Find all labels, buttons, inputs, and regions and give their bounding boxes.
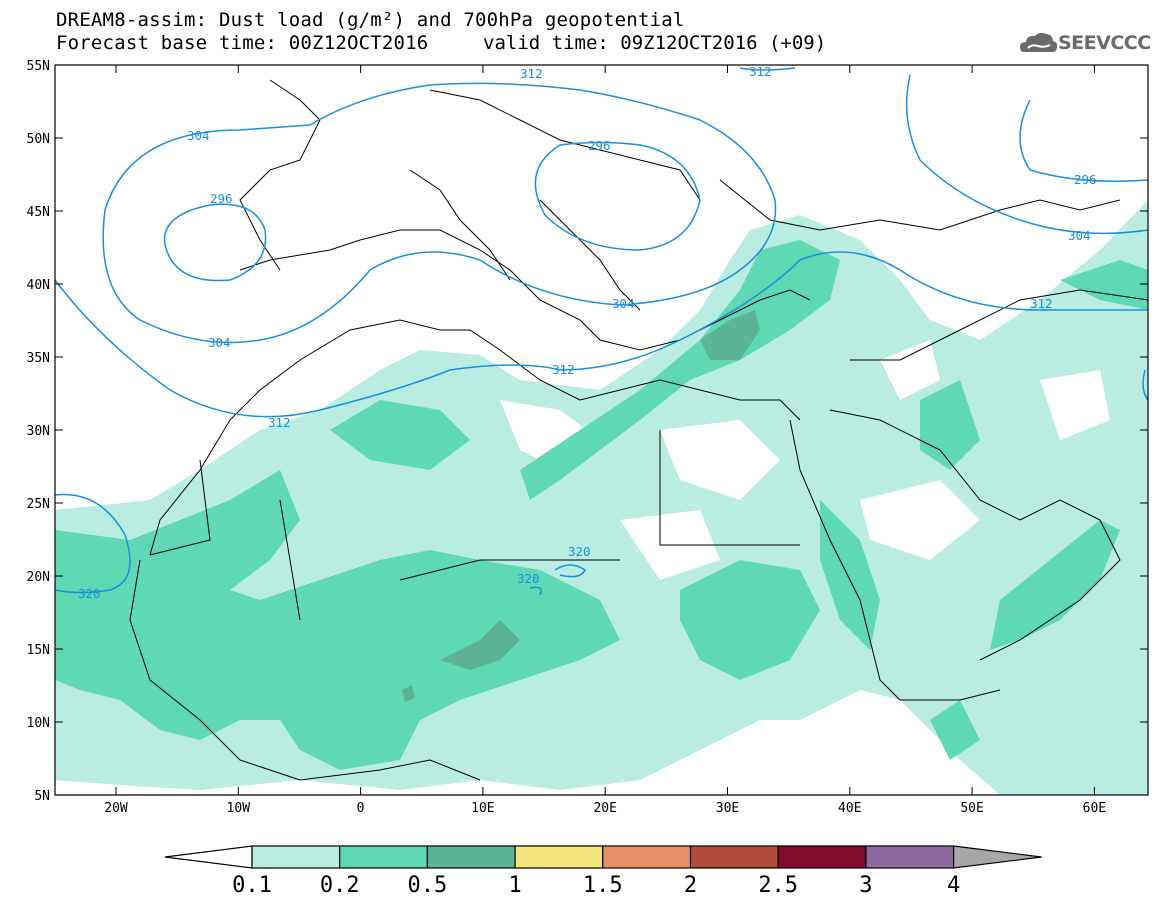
colorbar-level-label: 3 <box>859 873 872 898</box>
dust-field <box>55 67 1148 795</box>
colorbar-level-label: 4 <box>947 873 960 898</box>
longitude-label: 40E <box>838 801 861 816</box>
colorbar-segment <box>426 845 516 869</box>
contour-label: 304 <box>187 128 210 143</box>
longitude-label: 20W <box>104 801 128 816</box>
latitude-label: 40N <box>27 278 50 293</box>
dust-region-high <box>440 620 520 670</box>
latitude-label: 5N <box>34 789 50 804</box>
contour-label: 320 <box>78 586 101 601</box>
latitude-label: 45N <box>27 205 50 220</box>
contour-label: 312 <box>520 66 543 81</box>
colorbar-level-label: 0.2 <box>320 873 360 898</box>
longitude-label: 50E <box>960 801 983 816</box>
colorbar: 0.1 0.2 0.5 1 1.5 2 2.5 3 4 <box>164 845 1042 898</box>
latitude-label: 30N <box>27 424 50 439</box>
longitude-label: 60E <box>1083 801 1106 816</box>
colorbar-level-label: 2 <box>684 873 697 898</box>
colorbar-level-label: 2.5 <box>758 873 798 898</box>
contour-label: 304 <box>208 335 231 350</box>
contour-label: 296 <box>588 138 611 153</box>
colorbar-level-label: 0.5 <box>408 873 448 898</box>
latitude-label: 20N <box>27 570 50 585</box>
contour-label: 320 <box>568 544 591 559</box>
latitude-label: 25N <box>27 497 50 512</box>
map-title: DREAM8-assim: Dust load (g/m²) and 700hP… <box>56 9 685 31</box>
colorbar-segment <box>865 845 955 869</box>
contour-labels: 304 312 296 304 296 304 312 304 312 296 … <box>78 64 1097 601</box>
colorbar-level-label: 0.1 <box>232 873 272 898</box>
colorbar-level-label: 1 <box>508 873 521 898</box>
longitude-label: 10W <box>227 801 251 816</box>
latitude-label: 55N <box>27 59 50 74</box>
forecast-base-time: Forecast base time: 00Z12OCT2016 <box>56 32 429 54</box>
contour-label: 304 <box>612 296 635 311</box>
dust-region-mid <box>55 470 620 770</box>
colorbar-under-arrow <box>164 845 253 869</box>
contour-label: 312 <box>749 64 772 79</box>
contour-label: 320 <box>517 571 540 586</box>
longitude-label: 0 <box>357 801 365 816</box>
colorbar-segment <box>689 845 779 869</box>
colorbar-segment <box>251 845 341 869</box>
logo-text: SEEVCCC <box>1058 32 1151 54</box>
geopotential-contours <box>55 67 1148 596</box>
latitude-label: 50N <box>27 132 50 147</box>
colorbar-segment <box>514 845 604 869</box>
longitude-label: 30E <box>716 801 739 816</box>
colorbar-level-label: 1.5 <box>583 873 623 898</box>
contour-label: 304 <box>1068 228 1091 243</box>
cloud-icon <box>1020 32 1058 52</box>
latitude-label: 10N <box>27 716 50 731</box>
coastlines <box>129 79 1148 781</box>
longitude-label: 20E <box>593 801 616 816</box>
colorbar-segment <box>602 845 692 869</box>
colorbar-segment <box>777 845 867 869</box>
longitude-label: 10E <box>471 801 494 816</box>
latitude-axis: 55N 50N 45N 40N 35N 30N 25N 20N 15N 10N 5N <box>27 59 1148 804</box>
contour-label: 312 <box>552 362 575 377</box>
contour-label: 312 <box>1030 296 1053 311</box>
colorbar-over-arrow <box>952 845 1042 869</box>
latitude-label: 35N <box>27 351 50 366</box>
contour-label: 312 <box>268 415 291 430</box>
longitude-axis: 20W 10W 0 10E 20E 30E 40E 50E 60E <box>104 65 1106 816</box>
contour-label: 296 <box>1074 172 1097 187</box>
valid-time: valid time: 09Z12OCT2016 (+09) <box>483 32 827 54</box>
latitude-label: 15N <box>27 643 50 658</box>
colorbar-segment <box>339 845 429 869</box>
contour-label: 296 <box>210 191 233 206</box>
